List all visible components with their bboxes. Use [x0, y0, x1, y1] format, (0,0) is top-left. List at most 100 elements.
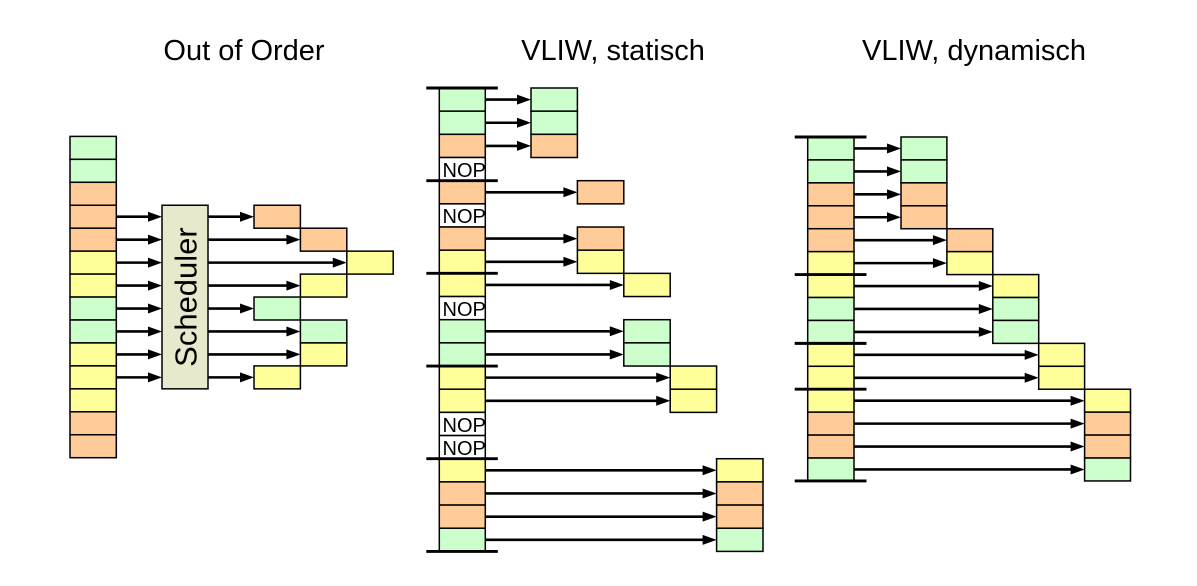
- instruction-cell-orange: [806, 227, 855, 253]
- instruction-cell-yellow: [438, 272, 487, 298]
- fetch-arrow-head: [148, 372, 162, 383]
- issued-op-cell-orange: [946, 227, 994, 253]
- instruction-cell-yellow: [438, 249, 487, 275]
- fetch-arrow-head: [148, 257, 162, 268]
- nop-label: NOP: [443, 415, 486, 437]
- nop-label: NOP: [443, 206, 486, 228]
- issue-arrow-head: [286, 326, 301, 337]
- issue-arrow-head: [286, 280, 301, 291]
- instruction-cell-yellow: [806, 273, 855, 299]
- issued-op-cell-green: [530, 87, 579, 112]
- issue-arrow-head: [702, 465, 717, 476]
- issued-op-cell-orange: [299, 227, 348, 252]
- issued-op-cell-green: [253, 296, 302, 321]
- issued-op-cell-yellow: [346, 250, 394, 275]
- issued-op-cell-orange: [715, 504, 764, 529]
- instruction-cell-yellow: [806, 250, 855, 276]
- issue-arrow-head: [609, 279, 624, 290]
- issued-op-cell-yellow: [992, 273, 1040, 299]
- instruction-cell-orange: [69, 434, 118, 459]
- issued-op-cell-green: [992, 296, 1040, 322]
- instruction-cell-orange: [806, 205, 855, 230]
- issue-arrow-head: [240, 211, 254, 222]
- issued-op-cell-orange: [1083, 434, 1132, 459]
- instruction-cell-orange: [69, 204, 118, 229]
- issued-op-cell-yellow: [669, 388, 718, 414]
- instruction-cell-green: [69, 135, 118, 161]
- issue-arrow-head: [1024, 372, 1039, 383]
- instruction-cell-green: [69, 158, 118, 184]
- vliw-dynamic-diagram: [794, 135, 1132, 483]
- instruction-cell-green: [438, 342, 487, 367]
- issued-op-cell-yellow: [715, 457, 764, 483]
- fetch-arrow-head: [148, 234, 162, 245]
- issue-arrow-head: [563, 233, 578, 244]
- issued-op-cell-yellow: [1083, 388, 1132, 413]
- instruction-cell-yellow: [806, 365, 855, 390]
- issued-op-cell-green: [900, 159, 948, 184]
- title-vliw-static: VLIW, statisch: [521, 35, 705, 67]
- instruction-cell-yellow: [69, 388, 118, 413]
- scheduler-label: Scheduler: [168, 227, 203, 367]
- issued-op-cell-green: [900, 136, 948, 161]
- issued-op-cell-green: [299, 319, 348, 344]
- instruction-cell-green: [69, 296, 118, 321]
- issued-op-cell-green: [1083, 457, 1132, 482]
- issued-op-cell-green: [992, 319, 1040, 345]
- issue-arrow-head: [609, 326, 624, 337]
- instruction-cell-green: [438, 527, 487, 553]
- issue-arrow-head: [517, 140, 531, 151]
- issue-arrow-head: [978, 326, 993, 337]
- instruction-cell-green: [806, 136, 855, 161]
- issue-arrow-head: [702, 534, 717, 545]
- issue-arrow-head: [887, 166, 901, 177]
- issued-op-cell-yellow: [299, 342, 348, 367]
- instruction-cell-yellow: [69, 250, 118, 275]
- issue-arrow-head: [887, 143, 901, 154]
- issue-arrow-head: [517, 117, 531, 128]
- issued-op-cell-yellow: [1037, 342, 1086, 368]
- issued-op-cell-orange: [530, 133, 579, 159]
- instruction-cell-orange: [69, 227, 118, 252]
- issued-op-cell-yellow: [946, 250, 994, 276]
- instruction-cell-orange: [69, 181, 118, 207]
- issue-arrow-head: [702, 488, 717, 499]
- fetch-arrow-head: [148, 349, 162, 360]
- issued-op-cell-green: [623, 318, 671, 344]
- instruction-cell-green: [806, 319, 855, 345]
- issued-op-cell-yellow: [1037, 365, 1086, 390]
- instruction-cell-yellow: [806, 342, 855, 368]
- issue-arrow-head: [1070, 418, 1085, 429]
- issue-arrow-head: [609, 349, 624, 360]
- issue-arrow-head: [656, 395, 671, 406]
- title-out-of-order: Out of Order: [163, 35, 325, 67]
- issue-arrow-head: [702, 511, 717, 522]
- instruction-cell-orange: [806, 182, 855, 207]
- issue-arrow-head: [563, 187, 578, 198]
- instruction-cell-orange: [69, 411, 118, 436]
- instruction-cell-yellow: [438, 365, 487, 390]
- issued-op-cell-yellow: [623, 272, 671, 298]
- out-of-order-diagram: Scheduler: [69, 135, 394, 459]
- issued-op-cell-orange: [715, 481, 764, 506]
- fetch-arrow-head: [148, 303, 162, 314]
- instruction-cell-yellow: [806, 388, 855, 413]
- issued-op-cell-orange: [253, 204, 302, 229]
- issued-op-cell-yellow: [299, 273, 348, 298]
- issue-arrow-head: [887, 212, 901, 223]
- instruction-cell-green: [438, 87, 487, 112]
- issue-arrow-head: [887, 189, 901, 200]
- instruction-cell-orange: [806, 411, 855, 436]
- title-vliw-dynamic: VLIW, dynamisch: [862, 35, 1086, 67]
- instruction-cell-orange: [438, 179, 487, 205]
- instruction-cell-orange: [438, 133, 487, 159]
- instruction-cell-green: [806, 159, 855, 184]
- issue-arrow-head: [978, 281, 993, 292]
- issue-arrow-head: [656, 372, 671, 383]
- issued-op-cell-green: [623, 342, 671, 367]
- issued-op-cell-yellow: [669, 365, 718, 390]
- issue-arrow-head: [932, 235, 947, 246]
- instruction-cell-orange: [438, 226, 487, 251]
- issue-arrow-head: [978, 303, 993, 314]
